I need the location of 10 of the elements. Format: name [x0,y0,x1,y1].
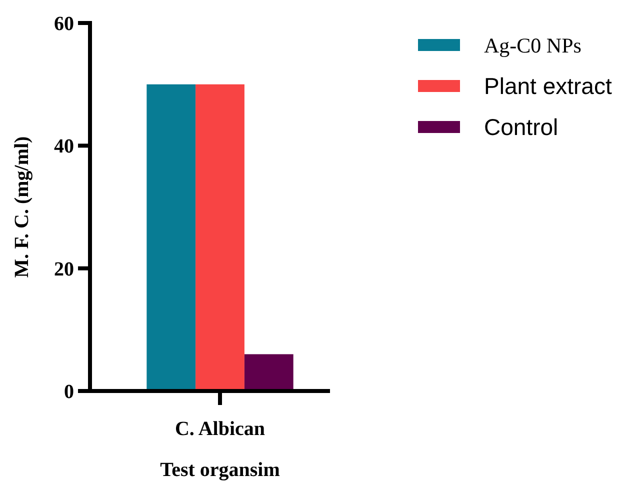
legend-label: Ag-C0 NPs [484,33,582,58]
x-tick-label: C. Albican [174,418,266,440]
y-tick-label: 60 [54,13,74,35]
y-tick-label: 20 [54,258,74,280]
y-axis-title: M. F. C. (mg/ml) [11,136,33,278]
legend-label: Control [484,114,558,140]
y-tick-label: 40 [54,136,74,158]
legend-label: Plant extract [484,73,612,100]
y-tick-label: 0 [64,381,74,403]
x-axis-title: Test organsim [160,459,280,481]
